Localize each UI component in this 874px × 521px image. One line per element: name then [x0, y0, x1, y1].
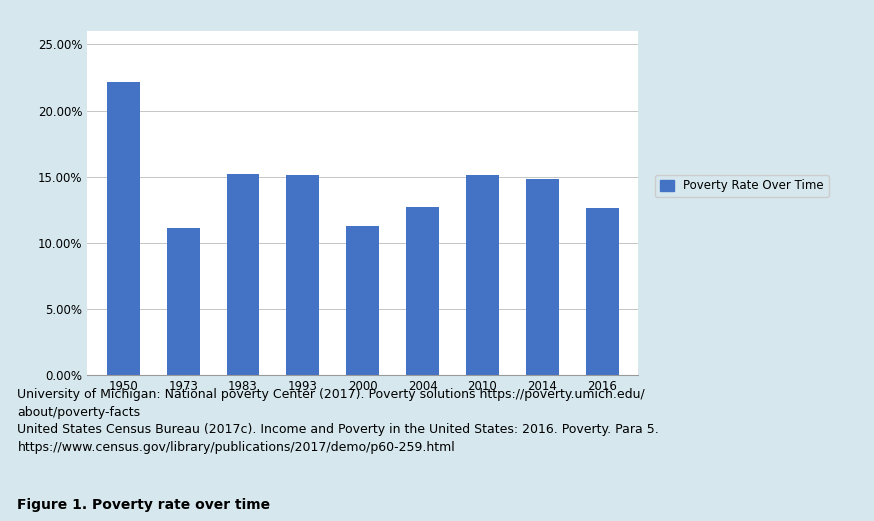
Bar: [226, 174, 260, 375]
Bar: [107, 81, 140, 375]
Bar: [466, 176, 499, 375]
Bar: [586, 208, 619, 375]
Bar: [346, 226, 379, 375]
Bar: [526, 179, 558, 375]
Text: University of Michigan: National poverty Center (2017). Poverty solutions https:: University of Michigan: National poverty…: [17, 388, 659, 454]
Bar: [406, 207, 439, 375]
Bar: [167, 228, 199, 375]
Text: Figure 1. Poverty rate over time: Figure 1. Poverty rate over time: [17, 498, 271, 512]
Bar: [287, 176, 319, 375]
Legend: Poverty Rate Over Time: Poverty Rate Over Time: [655, 175, 829, 197]
